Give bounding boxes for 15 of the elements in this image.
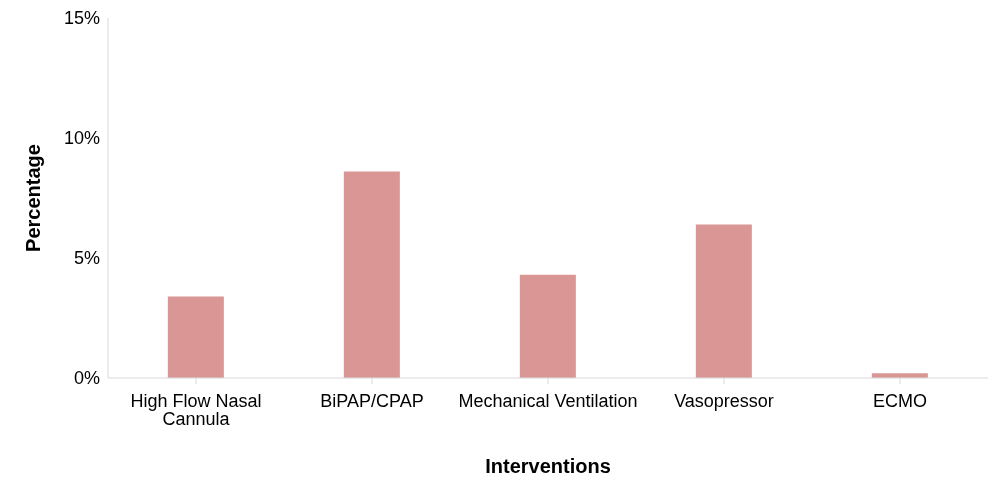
x-axis-title: Interventions	[485, 455, 611, 477]
y-tick-label: 10%	[63, 128, 100, 149]
x-tick-label: High Flow Nasal Cannula	[130, 390, 262, 429]
bar	[695, 224, 752, 378]
x-tick-label: Mechanical Ventilation	[458, 390, 638, 411]
y-tick-label: 15%	[63, 8, 100, 29]
y-tick-label: 5%	[73, 248, 100, 269]
x-tick-label: ECMO	[873, 390, 927, 411]
bar	[167, 296, 224, 378]
x-tick-label: Vasopressor	[674, 390, 774, 411]
bar	[519, 274, 576, 378]
y-tick-label: 0%	[73, 368, 100, 389]
bar	[343, 171, 400, 378]
x-tick-label: BiPAP/CPAP	[320, 390, 424, 411]
y-axis-title: Percentage	[22, 144, 45, 252]
